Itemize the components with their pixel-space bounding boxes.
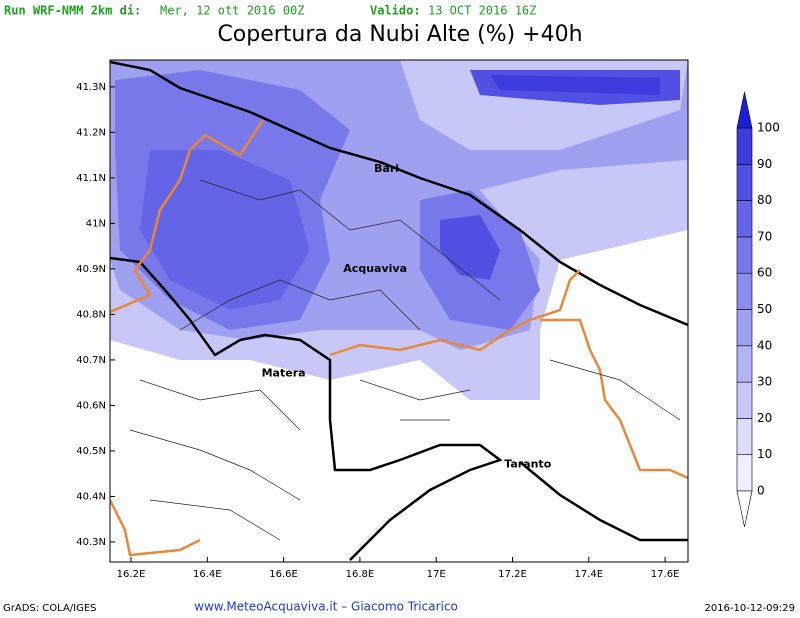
colorbar-label: 100 [757,121,780,135]
colorbar-band [736,236,753,274]
y-tick-label: 41.2N [76,127,106,138]
colorbar: 0 10 20 30 40 50 60 70 80 90 100 [736,91,780,528]
x-tick-label: 17E [427,569,446,580]
colorbar-under [736,490,753,528]
run-label: Run WRF-NMM 2km di: [4,4,141,18]
city-label: Matera [262,367,306,380]
colorbar-label: 10 [757,447,772,461]
boundaries [110,60,688,561]
y-tick-label: 41.3N [76,82,106,93]
colorbar-band [736,418,753,455]
footer-center: www.MeteoAcquaviva.it – Giacomo Tricaric… [194,600,458,614]
map-frame [109,59,689,563]
colorbar-label: 50 [757,302,772,316]
colorbar-band [736,200,753,238]
map-title: Copertura da Nubi Alte (%) +40h [217,22,582,47]
coastline-ionian [110,256,503,561]
x-tick-label: 17.2E [498,569,527,580]
valid-label: Valido: [370,4,421,18]
footer-left: GrADS: COLA/IGES [3,603,97,614]
municipal-borders [129,179,681,541]
region-border-east [329,269,688,480]
footer-right: 2016-10-12-09:29 [704,603,795,614]
coastline-south [519,461,688,542]
valid-date: 13 OCT 2016 16Z [428,4,536,18]
colorbar-band [736,345,753,383]
colorbar-label: 60 [757,266,772,280]
y-tick-label: 40.9N [76,264,106,275]
x-tick-label: 16.2E [117,569,146,580]
y-tick-label: 40.5N [76,446,106,457]
colorbar-band [736,164,753,201]
city-label: Taranto [504,458,551,471]
y-tick-label: 40.3N [76,537,106,548]
y-tick-label: 40.4N [76,491,106,502]
colorbar-over [736,91,753,129]
colorbar-band [736,127,753,165]
x-tick-label: 17.6E [651,569,680,580]
x-tick-label: 16.4E [193,569,222,580]
city-label: Acquaviva [343,262,407,275]
city-label: Bari [374,162,399,175]
colorbar-label: 20 [757,411,772,425]
colorbar-label: 40 [757,338,772,352]
colorbar-band [736,272,753,310]
colorbar-band [736,454,753,492]
y-tick-label: 40.7N [76,355,106,366]
y-tick-label: 41.1N [76,173,106,184]
colorbar-label: 80 [757,193,772,207]
x-tick-label: 16.8E [346,569,375,580]
x-tick-label: 17.4E [575,569,604,580]
colorbar-label: 30 [757,375,772,389]
colorbar-band [736,381,753,419]
run-date: Mer, 12 ott 2016 00Z [160,4,305,18]
cloud-area [140,150,310,310]
y-tick-label: 40.8N [76,309,106,320]
y-tick-label: 41N [86,218,106,229]
coastline [110,60,688,327]
colorbar-band [736,309,753,347]
x-tick-label: 16.6E [269,569,298,580]
y-tick-label: 40.6N [76,400,106,411]
cloud-area [490,75,660,95]
region-border [110,119,265,314]
colorbar-label: 0 [757,484,765,498]
colorbar-label: 90 [757,157,772,171]
colorbar-label: 70 [757,229,772,243]
region-border-south [110,499,201,557]
